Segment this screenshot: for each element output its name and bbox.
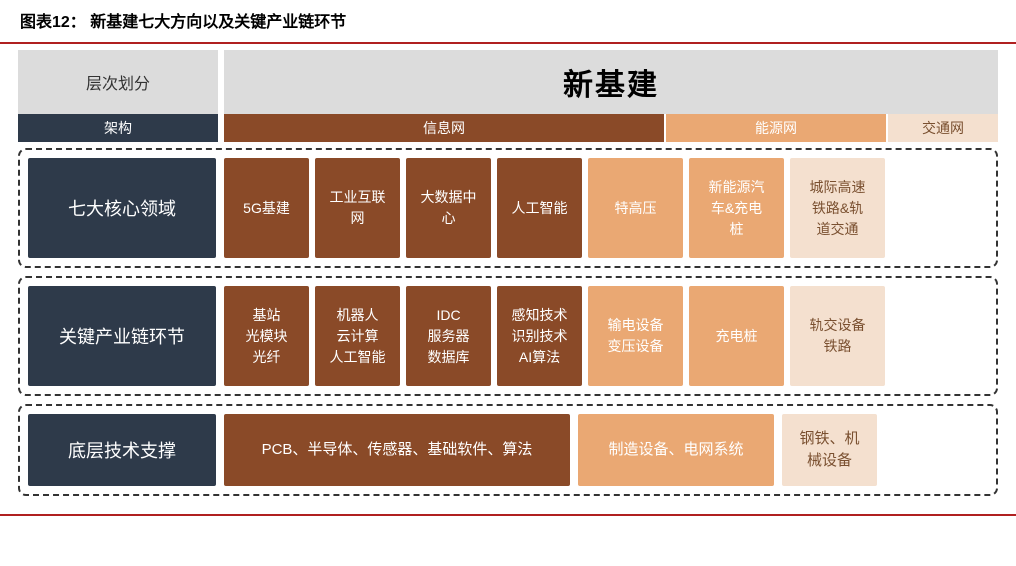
wide-cell-2-0: PCB、半导体、传感器、基础软件、算法 bbox=[224, 414, 570, 486]
block-1-0: 基站 光模块 光纤机器人 云计算 人工智能IDC 服务器 数据库感知技术 识别技… bbox=[224, 286, 582, 386]
cell-0-0-1: 工业互联 网 bbox=[315, 158, 400, 258]
cell-0-0-0: 5G基建 bbox=[224, 158, 309, 258]
group-core-domains: 七大核心领域 5G基建工业互联 网大数据中 心人工智能特高压新能源汽 车&充电 … bbox=[18, 148, 998, 268]
cell-1-0-3: 感知技术 识别技术 AI算法 bbox=[497, 286, 582, 386]
architecture-label: 架构 bbox=[18, 114, 218, 142]
cell-1-0-2: IDC 服务器 数据库 bbox=[406, 286, 491, 386]
net-2: 交通网 bbox=[888, 114, 998, 142]
header-row: 层次划分 架构 新基建 信息网能源网交通网 bbox=[18, 50, 998, 142]
group-key-chain: 关键产业链环节 基站 光模块 光纤机器人 云计算 人工智能IDC 服务器 数据库… bbox=[18, 276, 998, 396]
cell-1-1-1: 充电桩 bbox=[689, 286, 784, 386]
cell-1-0-0: 基站 光模块 光纤 bbox=[224, 286, 309, 386]
cells-foundation: PCB、半导体、传感器、基础软件、算法制造设备、电网系统钢铁、机 械设备 bbox=[224, 414, 988, 486]
block-0-2: 城际高速 铁路&轨 道交通 bbox=[790, 158, 885, 258]
block-1-1: 输电设备 变压设备充电桩 bbox=[588, 286, 784, 386]
main-title-new-infra: 新基建 bbox=[224, 50, 998, 114]
side-label-core-domains: 七大核心领域 bbox=[28, 158, 216, 258]
wide-cell-2-1: 制造设备、电网系统 bbox=[578, 414, 774, 486]
cells-key-chain: 基站 光模块 光纤机器人 云计算 人工智能IDC 服务器 数据库感知技术 识别技… bbox=[224, 286, 988, 386]
cell-0-0-2: 大数据中 心 bbox=[406, 158, 491, 258]
diagram-content: 层次划分 架构 新基建 信息网能源网交通网 七大核心领域 5G基建工业互联 网大… bbox=[0, 44, 1016, 512]
net-0: 信息网 bbox=[224, 114, 664, 142]
block-1-2: 轨交设备 铁路 bbox=[790, 286, 885, 386]
cell-0-1-1: 新能源汽 车&充电 桩 bbox=[689, 158, 784, 258]
block-0-1: 特高压新能源汽 车&充电 桩 bbox=[588, 158, 784, 258]
side-label-foundation: 底层技术支撑 bbox=[28, 414, 216, 486]
group-foundation: 底层技术支撑 PCB、半导体、传感器、基础软件、算法制造设备、电网系统钢铁、机 … bbox=[18, 404, 998, 496]
cell-0-0-3: 人工智能 bbox=[497, 158, 582, 258]
cell-1-2-0: 轨交设备 铁路 bbox=[790, 286, 885, 386]
footer-divider bbox=[0, 514, 1016, 516]
wide-cell-2-2: 钢铁、机 械设备 bbox=[782, 414, 877, 486]
net-1: 能源网 bbox=[666, 114, 886, 142]
cells-core-domains: 5G基建工业互联 网大数据中 心人工智能特高压新能源汽 车&充电 桩城际高速 铁… bbox=[224, 158, 988, 258]
level-label: 层次划分 bbox=[18, 50, 218, 114]
network-categories-row: 信息网能源网交通网 bbox=[224, 114, 998, 142]
cell-1-0-1: 机器人 云计算 人工智能 bbox=[315, 286, 400, 386]
cell-0-1-0: 特高压 bbox=[588, 158, 683, 258]
cell-0-2-0: 城际高速 铁路&轨 道交通 bbox=[790, 158, 885, 258]
header-left-col: 层次划分 架构 bbox=[18, 50, 218, 142]
chart-title: 图表12： 新基建七大方向以及关键产业链环节 bbox=[0, 0, 1016, 44]
side-label-key-chain: 关键产业链环节 bbox=[28, 286, 216, 386]
header-right-col: 新基建 信息网能源网交通网 bbox=[224, 50, 998, 142]
block-0-0: 5G基建工业互联 网大数据中 心人工智能 bbox=[224, 158, 582, 258]
cell-1-1-0: 输电设备 变压设备 bbox=[588, 286, 683, 386]
